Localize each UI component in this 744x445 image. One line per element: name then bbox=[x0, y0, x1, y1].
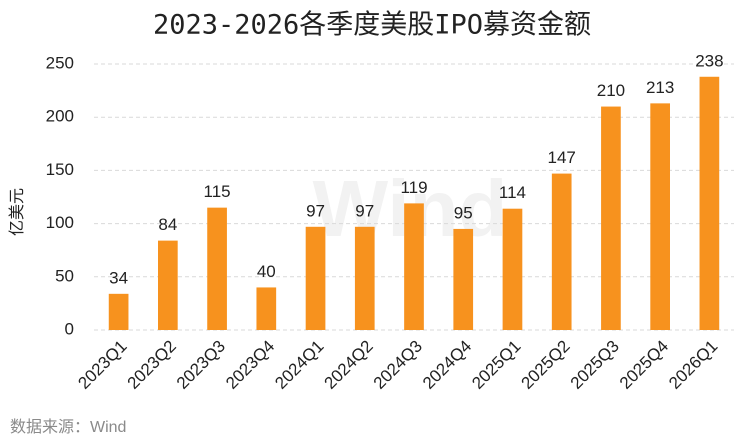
y-tick-label: 50 bbox=[55, 266, 74, 285]
bar bbox=[404, 203, 424, 330]
x-tick-label: 2024Q2 bbox=[321, 337, 377, 393]
bar bbox=[158, 240, 178, 330]
data-label: 115 bbox=[204, 182, 231, 201]
x-tick-label: 2023Q2 bbox=[124, 337, 180, 393]
x-tick-label: 2024Q4 bbox=[419, 337, 475, 393]
bar bbox=[502, 208, 523, 330]
data-label: 210 bbox=[597, 81, 625, 100]
data-label: 238 bbox=[695, 51, 723, 70]
y-axis-label: 亿美元 bbox=[8, 188, 26, 236]
bar bbox=[305, 226, 326, 330]
x-tick-label: 2025Q2 bbox=[517, 337, 573, 393]
bar bbox=[256, 287, 277, 330]
data-label: 119 bbox=[400, 178, 427, 197]
bar bbox=[354, 226, 375, 330]
y-tick-label: 200 bbox=[46, 107, 74, 126]
bar bbox=[699, 76, 720, 330]
y-tick-label: 150 bbox=[46, 160, 74, 179]
data-label: 34 bbox=[109, 268, 128, 287]
x-tick-label: 2024Q1 bbox=[271, 337, 327, 393]
y-tick-label: 0 bbox=[65, 319, 74, 338]
source-note: 数据来源：Wind bbox=[10, 418, 126, 436]
bar bbox=[551, 173, 572, 330]
data-label: 40 bbox=[257, 262, 276, 281]
data-label: 97 bbox=[355, 201, 374, 220]
y-tick-label: 250 bbox=[46, 53, 74, 72]
data-label: 213 bbox=[646, 78, 674, 97]
x-tick-label: 2023Q4 bbox=[222, 337, 278, 393]
x-tick-label: 2023Q1 bbox=[74, 337, 130, 393]
data-label: 97 bbox=[306, 201, 325, 220]
bar bbox=[207, 207, 227, 330]
x-tick-label: 2025Q4 bbox=[616, 337, 672, 393]
x-tick-label: 2025Q1 bbox=[468, 337, 524, 393]
x-tick-label: 2025Q3 bbox=[567, 337, 623, 393]
data-label: 114 bbox=[499, 183, 526, 202]
data-label: 95 bbox=[454, 203, 473, 222]
x-tick-label: 2023Q3 bbox=[173, 337, 229, 393]
bar bbox=[108, 293, 129, 330]
chart-title: 2023-2026各季度美股IPO募资金额 bbox=[153, 10, 591, 41]
x-tick-label: 2024Q3 bbox=[370, 337, 426, 393]
data-label: 147 bbox=[548, 148, 576, 167]
y-tick-label: 100 bbox=[46, 213, 74, 232]
x-tick-label: 2026Q1 bbox=[665, 337, 721, 393]
data-label: 84 bbox=[158, 215, 177, 234]
bar bbox=[453, 228, 474, 330]
bar bbox=[650, 103, 670, 330]
bar bbox=[601, 106, 621, 330]
